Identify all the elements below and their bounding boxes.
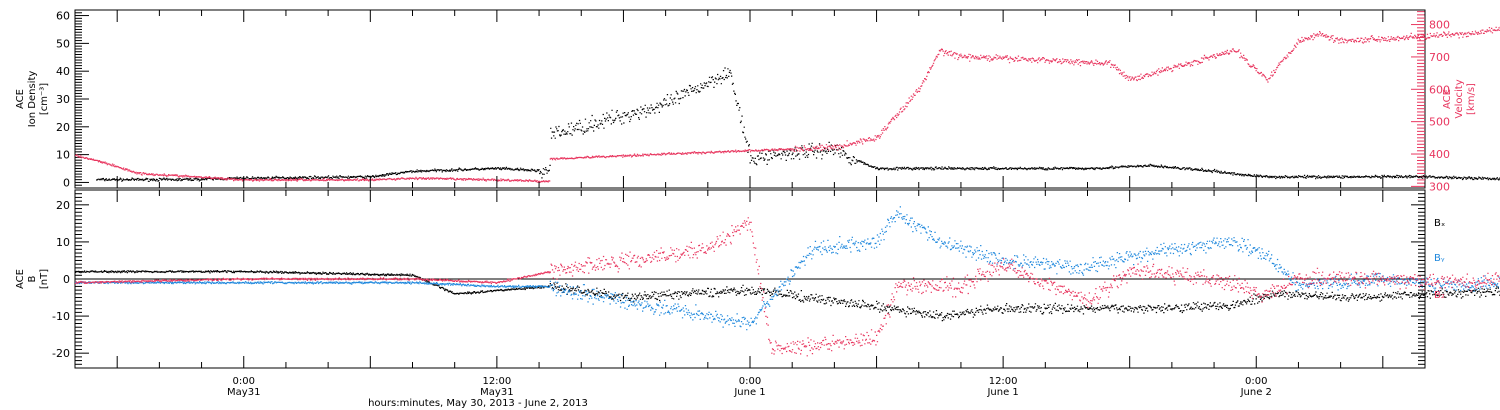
velocity-tick-label: 300 <box>1429 180 1450 193</box>
density-tick-label: 60 <box>56 10 70 23</box>
x-axis-title: hours:minutes, May 30, 2013 - June 2, 20… <box>368 398 588 409</box>
field-series-2 <box>75 217 1500 357</box>
field-tick-label: 0 <box>63 273 70 286</box>
date-tick-label: May31 <box>227 387 260 398</box>
field-tick-label: 10 <box>56 236 70 249</box>
field-axis-label-line: [nT] <box>39 269 50 289</box>
velocity-series <box>75 26 1500 183</box>
density-axis-label-line: ACE <box>15 89 26 109</box>
field-axis-label: ACEB[nT] <box>15 269 50 289</box>
velocity-tick-label: 600 <box>1429 83 1450 96</box>
date-tick-label: June 2 <box>1240 387 1272 398</box>
velocity-axis-label-line: ACE <box>1442 89 1453 109</box>
date-tick-label: June 1 <box>733 387 765 398</box>
field-series-1 <box>75 206 1500 331</box>
density-tick-label: 30 <box>56 93 70 106</box>
velocity-axis-label-line: [km/s] <box>1466 83 1477 115</box>
field-tick-label: -10 <box>52 310 70 323</box>
density-tick-label: 10 <box>56 149 70 162</box>
time-tick-label: 0:00 <box>1245 376 1267 387</box>
field-axis-label-line: ACE <box>15 269 26 289</box>
velocity-tick-label: 800 <box>1429 19 1450 32</box>
velocity-tick-label: 500 <box>1429 116 1450 129</box>
density-axis-label-line: [cm⁻³] <box>39 83 50 115</box>
velocity-axis-label-line: Velocity <box>1454 79 1465 118</box>
field-series-0 <box>75 270 1500 322</box>
density-tick-label: 0 <box>63 176 70 189</box>
legend-item: B₂ <box>1434 290 1445 301</box>
magnetic-field-panel: -20 -10 0 10 20 ACEB[nT] Bₓ Bᵧ B₂ <box>15 189 1500 369</box>
field-tick-label: 20 <box>56 199 70 212</box>
velocity-tick-label: 700 <box>1429 51 1450 64</box>
density-tick-label: 20 <box>56 121 70 134</box>
time-tick-label: 12:00 <box>482 376 511 387</box>
ion-density-series <box>96 67 1500 182</box>
density-axis-label: ACEIon Density[cm⁻³] <box>15 71 50 128</box>
date-tick-label: June 1 <box>986 387 1018 398</box>
velocity-axis-label: ACEVelocity[km/s] <box>1442 79 1477 118</box>
density-tick-label: 40 <box>56 65 70 78</box>
velocity-tick-label: 400 <box>1429 148 1450 161</box>
time-tick-label: 0:00 <box>739 376 761 387</box>
density-axis-label-line: Ion Density <box>27 71 38 128</box>
top-panel-frame <box>74 9 1426 189</box>
field-axis-label-line: B <box>27 275 38 282</box>
time-tick-label: 0:00 <box>233 376 255 387</box>
legend-item: Bᵧ <box>1434 253 1445 264</box>
field-tick-label: -20 <box>52 347 70 360</box>
legend-item: Bₓ <box>1434 218 1445 229</box>
density-tick-label: 50 <box>56 37 70 50</box>
time-tick-label: 12:00 <box>989 376 1018 387</box>
date-tick-label: May31 <box>480 387 513 398</box>
